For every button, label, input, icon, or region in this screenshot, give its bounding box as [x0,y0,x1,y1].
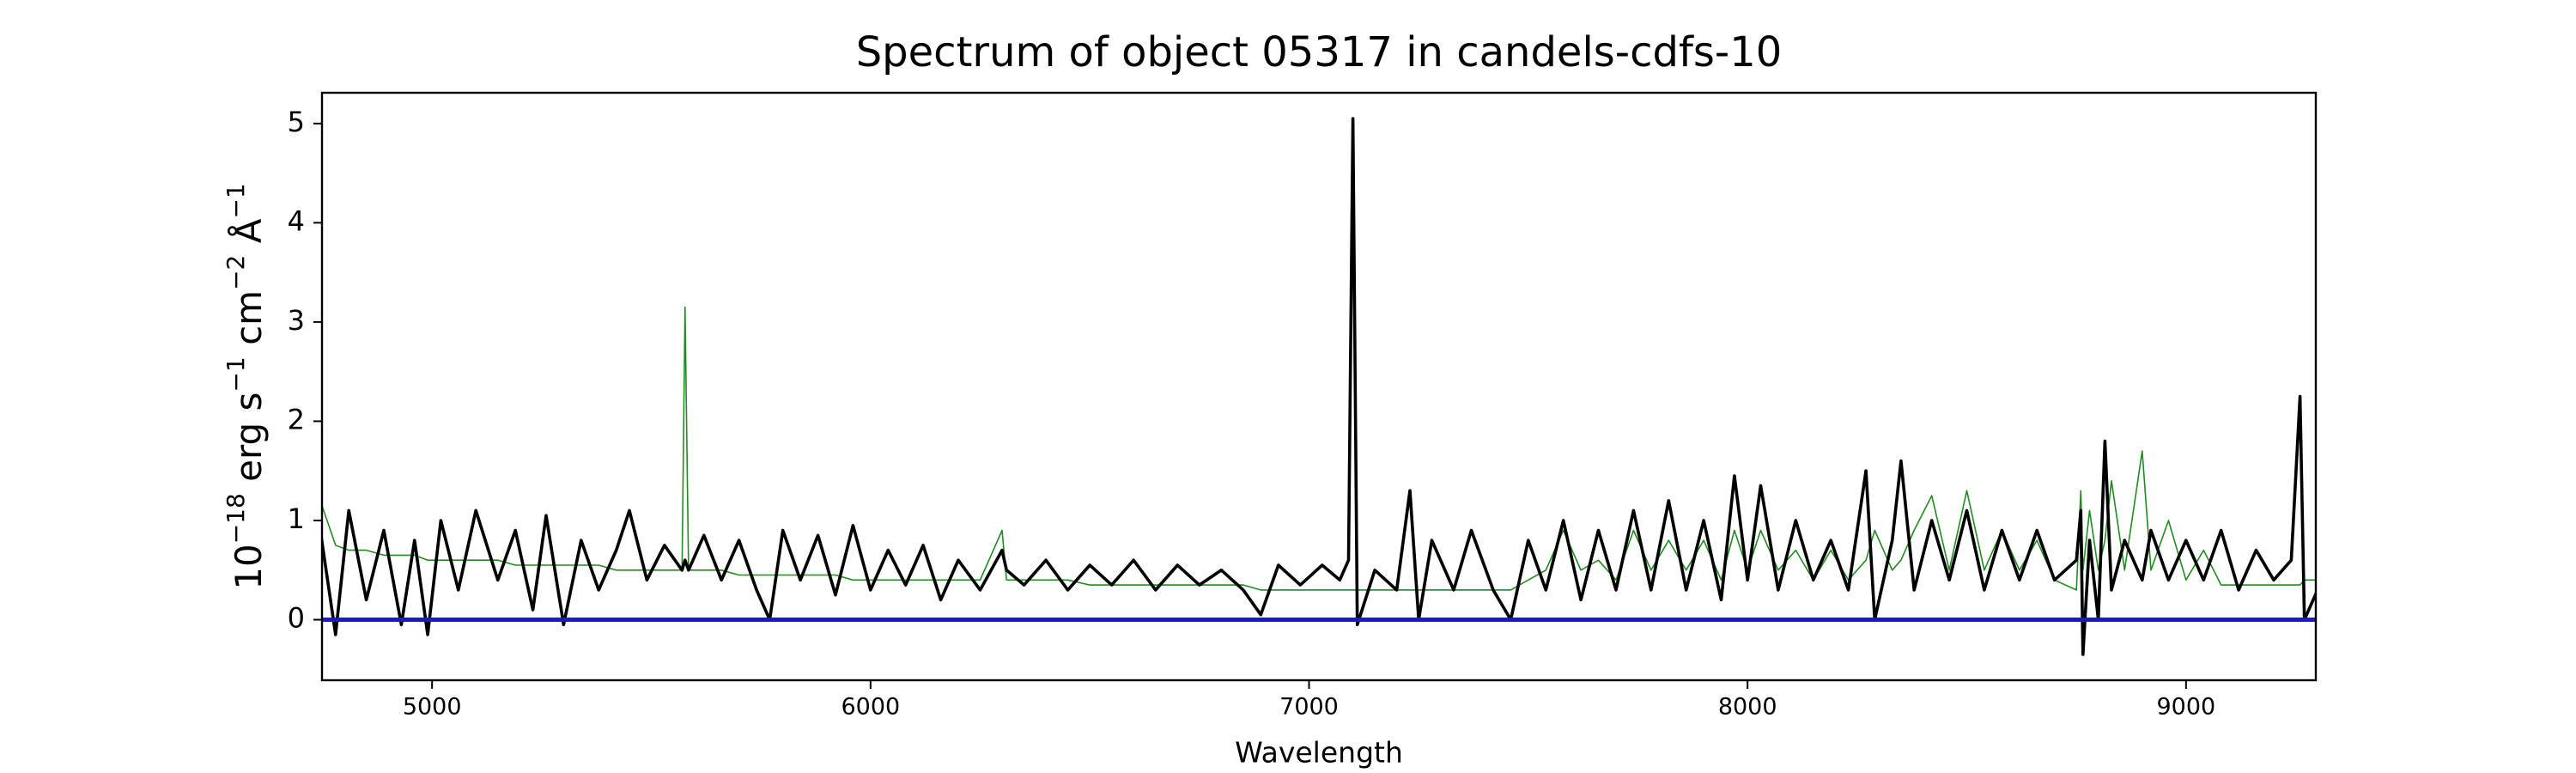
y-tick-label: 4 [288,204,305,237]
y-label-text: erg s [228,393,270,494]
x-axis-label: Wavelength [1235,736,1403,770]
y-tick-label: 0 [288,602,305,635]
x-tick-label: 9000 [2156,694,2215,721]
y-tick-label: 1 [288,502,305,535]
chart-title: Spectrum of object 05317 in candels-cdfs… [856,28,1783,76]
y-label-text: cm [228,290,270,356]
x-tick-label: 6000 [841,694,900,721]
plot-frame [320,91,2318,682]
spectrum-line [322,117,2316,656]
y-tick-label: 5 [288,106,305,138]
x-tick-label: 5000 [403,694,462,721]
y-label-sup: −1 [222,183,250,218]
y-tick-label: 2 [288,403,305,435]
y-label-sup: −2 [222,255,250,290]
spectrum-line [322,306,2316,591]
x-tick-label: 7000 [1279,694,1339,721]
y-label-text: Å [227,218,270,254]
plot-area [322,117,2316,656]
y-label-sup: −1 [222,356,250,392]
y-label-text: 10 [228,544,270,589]
y-tick-label: 3 [288,304,305,337]
y-label-sup: −18 [222,493,250,544]
x-tick-label: 8000 [1718,694,1777,721]
y-axis-label: 10−18 erg s−1 cm−2 Å−1 [222,183,270,589]
